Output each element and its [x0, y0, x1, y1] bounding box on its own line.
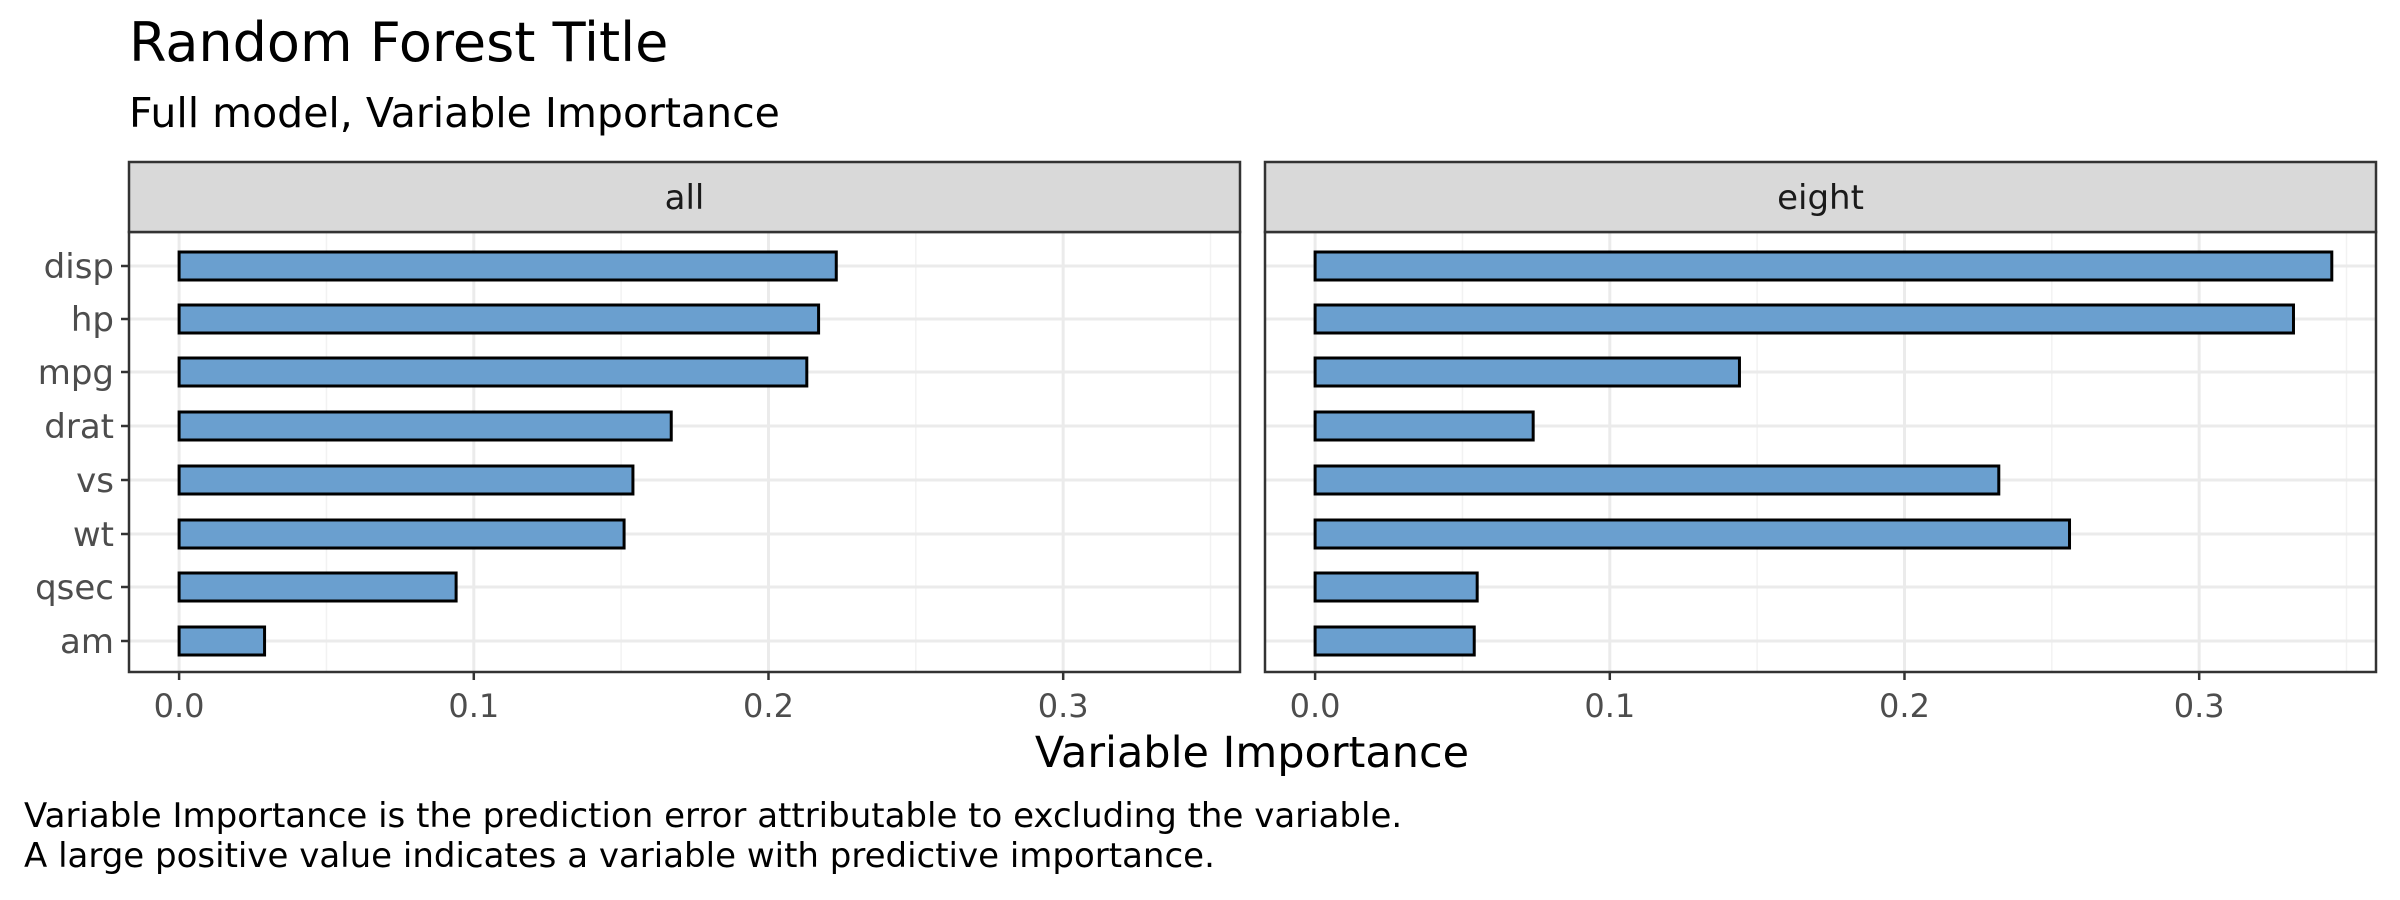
- bar-eight-hp: [1313, 303, 2295, 335]
- bar-all-wt: [177, 518, 626, 550]
- y-tick-label-hp: hp: [71, 300, 114, 340]
- bar-all-drat: [177, 410, 673, 442]
- x-axis-label: Variable Importance: [1035, 728, 1469, 778]
- bar-all-hp: [177, 303, 821, 335]
- y-tick-label-mpg: mpg: [38, 353, 114, 393]
- y-tick-label-wt: wt: [73, 515, 114, 555]
- panel-background: [129, 232, 1240, 672]
- caption-line-2: A large positive value indicates a varia…: [24, 836, 1215, 876]
- x-tick-label: 0.2: [743, 687, 794, 725]
- bar-all-qsec: [177, 571, 458, 603]
- chart-area: Variable Importance all 0.0 0.1 0.2 0.3 eight…: [35, 160, 2378, 778]
- x-tick-label: 0.2: [1879, 687, 1930, 725]
- bar-eight-vs: [1313, 464, 2001, 496]
- y-tick-label-qsec: qsec: [35, 568, 114, 608]
- bar-eight-am: [1313, 625, 1476, 657]
- facet-strip: [1263, 160, 2378, 234]
- x-tick-label: 0.3: [1038, 687, 1089, 725]
- facet-label: eight: [1777, 178, 1864, 218]
- bar-eight-drat: [1313, 410, 1535, 442]
- x-tick-label: 0.3: [2174, 687, 2225, 725]
- y-tick-label-vs: vs: [76, 461, 114, 501]
- chart-title: Random Forest Title: [129, 11, 669, 74]
- caption-line-1: Variable Importance is the prediction er…: [24, 796, 1403, 836]
- x-tick-label: 0.0: [1290, 687, 1341, 725]
- bar-all-am: [177, 625, 267, 657]
- y-tick-label-disp: disp: [44, 247, 114, 287]
- y-tick-label-am: am: [60, 622, 114, 662]
- bar-eight-disp: [1313, 250, 2334, 282]
- y-tick-label-drat: drat: [44, 407, 114, 447]
- bar-eight-mpg: [1313, 356, 1741, 388]
- bar-eight-qsec: [1313, 571, 1479, 603]
- facet-strip: [127, 160, 1242, 234]
- chart-subtitle: Full model, Variable Importance: [129, 89, 780, 137]
- x-tick-label: 0.1: [448, 687, 499, 725]
- bar-all-vs: [177, 464, 635, 496]
- bar-all-disp: [177, 250, 838, 282]
- bar-eight-wt: [1313, 518, 2072, 550]
- facet-label: all: [665, 178, 705, 218]
- panel-background: [1265, 232, 2376, 672]
- bar-all-mpg: [177, 356, 809, 388]
- x-tick-label: 0.1: [1584, 687, 1635, 725]
- x-tick-label: 0.0: [154, 687, 205, 725]
